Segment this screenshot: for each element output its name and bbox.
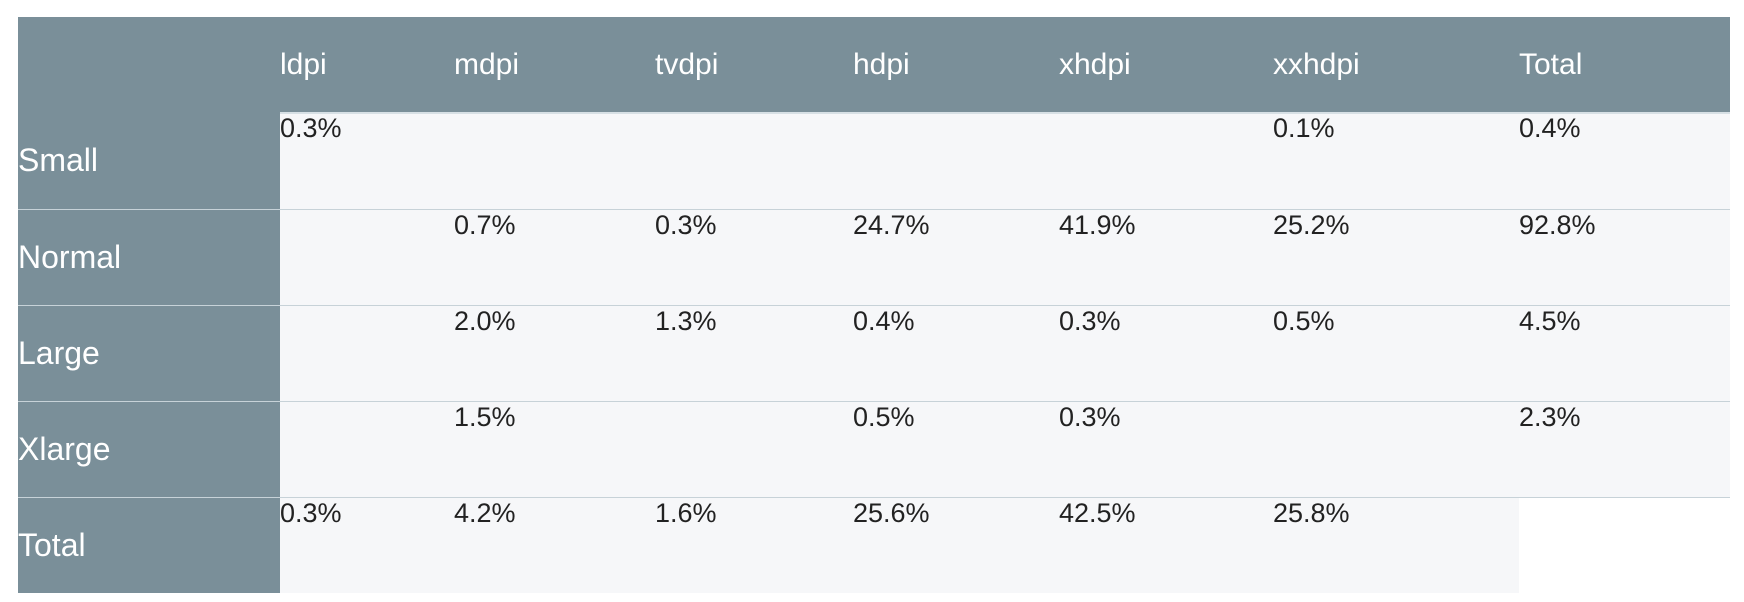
- table-cell: 1.5%: [454, 400, 655, 497]
- table-cell: [853, 113, 1059, 209]
- header-divider: [280, 112, 1730, 114]
- table-cell: 0.4%: [853, 304, 1059, 401]
- density-table-wrapper: ldpi mdpi tvdpi hdpi xhdpi xxhdpi Total …: [18, 17, 1730, 593]
- table-cell: 4.2%: [454, 496, 655, 593]
- table-row-large: Large 2.0% 1.3% 0.4% 0.3% 0.5% 4.5%: [18, 304, 1730, 401]
- table-cell: [1059, 113, 1273, 209]
- column-header-mdpi: mdpi: [454, 17, 655, 113]
- table-cell-total: 92.8%: [1519, 208, 1730, 305]
- table-cell: 25.8%: [1273, 496, 1519, 593]
- column-header-xhdpi: xhdpi: [1059, 17, 1273, 113]
- table-cell: 0.3%: [280, 496, 454, 593]
- table-row-small: Small 0.3% 0.1% 0.4%: [18, 113, 1730, 209]
- table-cell: [280, 304, 454, 401]
- table-cell-total: 2.3%: [1519, 400, 1730, 497]
- column-header-total: Total: [1519, 17, 1730, 113]
- table-cell: [655, 113, 853, 209]
- header-row: ldpi mdpi tvdpi hdpi xhdpi xxhdpi Total: [18, 17, 1730, 113]
- table-row-total: Total 0.3% 4.2% 1.6% 25.6% 42.5% 25.8%: [18, 496, 1730, 593]
- table-cell: 42.5%: [1059, 496, 1273, 593]
- column-header-tvdpi: tvdpi: [655, 17, 853, 113]
- row-header-normal: Normal: [18, 208, 280, 305]
- corner-header: [18, 17, 280, 113]
- column-header-ldpi: ldpi: [280, 17, 454, 113]
- table-cell: 0.7%: [454, 208, 655, 305]
- table-cell: [655, 400, 853, 497]
- table-cell: 24.7%: [853, 208, 1059, 305]
- table-cell: [280, 400, 454, 497]
- column-header-hdpi: hdpi: [853, 17, 1059, 113]
- table-row-normal: Normal 0.7% 0.3% 24.7% 41.9% 25.2% 92.8%: [18, 208, 1730, 305]
- table-cell: [454, 113, 655, 209]
- table-cell: 0.5%: [1273, 304, 1519, 401]
- table-cell: 0.3%: [1059, 400, 1273, 497]
- table-cell: 41.9%: [1059, 208, 1273, 305]
- table-cell: [280, 208, 454, 305]
- table-cell-total: 4.5%: [1519, 304, 1730, 401]
- table-cell: 1.3%: [655, 304, 853, 401]
- table-cell-blank: [1519, 496, 1730, 593]
- table-cell: 25.6%: [853, 496, 1059, 593]
- row-header-xlarge: Xlarge: [18, 400, 280, 497]
- row-header-total: Total: [18, 496, 280, 593]
- table-cell: [1273, 400, 1519, 497]
- table-cell: 0.1%: [1273, 113, 1519, 209]
- table-cell: 0.3%: [1059, 304, 1273, 401]
- table-cell-total: 0.4%: [1519, 113, 1730, 209]
- table-cell: 0.5%: [853, 400, 1059, 497]
- row-header-large: Large: [18, 304, 280, 401]
- row-header-small: Small: [18, 113, 280, 209]
- table-cell: 0.3%: [280, 113, 454, 209]
- table-cell: 2.0%: [454, 304, 655, 401]
- column-header-xxhdpi: xxhdpi: [1273, 17, 1519, 113]
- screen-density-table: ldpi mdpi tvdpi hdpi xhdpi xxhdpi Total …: [18, 17, 1730, 593]
- table-row-xlarge: Xlarge 1.5% 0.5% 0.3% 2.3%: [18, 400, 1730, 497]
- table-cell: 25.2%: [1273, 208, 1519, 305]
- table-cell: 0.3%: [655, 208, 853, 305]
- table-cell: 1.6%: [655, 496, 853, 593]
